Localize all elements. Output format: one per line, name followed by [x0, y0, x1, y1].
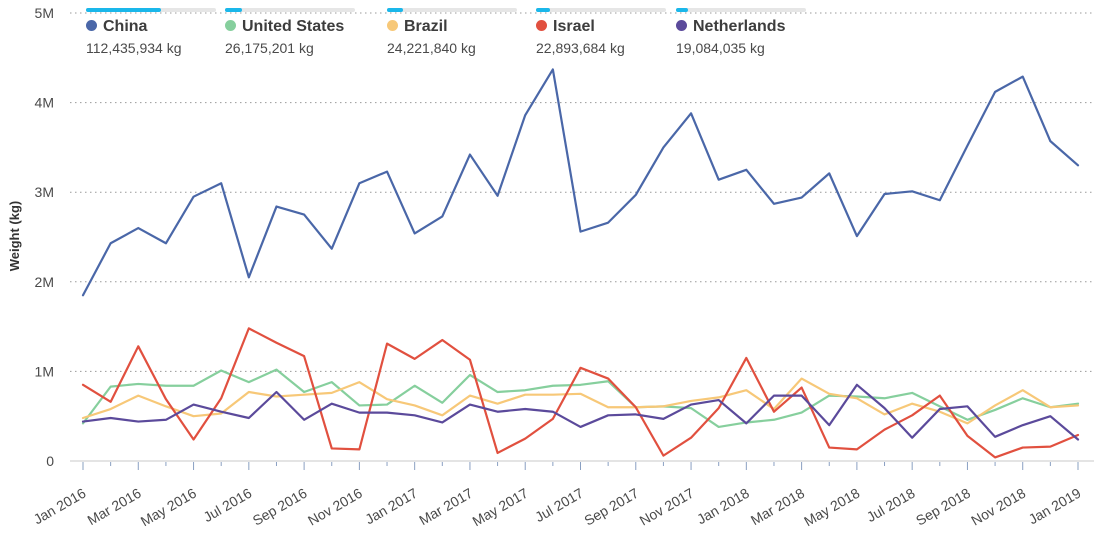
x-tick-label: Sep 2017 — [581, 485, 641, 529]
series-line-netherlands — [81, 383, 1080, 441]
legend-color-dot — [536, 20, 547, 31]
legend-color-dot — [676, 20, 687, 31]
series-line-israel — [81, 327, 1080, 459]
legend-share-bar-fill — [225, 8, 242, 12]
y-tick-label: 3M — [35, 184, 54, 200]
legend-series-label: Brazil — [404, 18, 448, 35]
legend-series-name: Netherlands — [676, 18, 785, 36]
legend-series-total: 112,435,934 kg — [86, 40, 182, 56]
x-tick-label: Sep 2016 — [250, 485, 310, 529]
legend-series-name: China — [86, 18, 147, 36]
legend-series-total: 24,221,840 kg — [387, 40, 476, 56]
x-tick-label: Nov 2017 — [637, 485, 697, 529]
y-tick-label: 5M — [35, 5, 54, 21]
legend-color-dot — [86, 20, 97, 31]
x-tick-label: Mar 2016 — [85, 485, 144, 529]
y-axis-title: Weight (kg) — [7, 201, 22, 272]
y-tick-label: 0 — [46, 453, 54, 469]
legend-share-bar-fill — [536, 8, 551, 12]
x-tick-label: Jan 2016 — [31, 485, 89, 528]
series-lines — [81, 68, 1080, 459]
x-tick-label: Jan 2018 — [694, 485, 752, 528]
legend-share-bar — [536, 8, 666, 12]
legend-series-name: Israel — [536, 18, 595, 36]
legend-share-bar — [676, 8, 806, 12]
x-tick-label: Mar 2018 — [748, 485, 807, 529]
legend-color-dot — [387, 20, 398, 31]
y-tick-label: 1M — [35, 363, 54, 379]
x-tick-label: Jul 2018 — [864, 485, 918, 525]
legend-share-bar — [387, 8, 517, 12]
legend-color-dot — [225, 20, 236, 31]
x-tick-label: May 2018 — [801, 485, 862, 530]
x-tick-label: May 2017 — [469, 485, 530, 530]
y-tick-label: 2M — [35, 274, 54, 290]
legend-series-total: 19,084,035 kg — [676, 40, 765, 56]
legend-series-label: United States — [242, 18, 345, 35]
x-tick-label: Nov 2016 — [305, 485, 365, 529]
legend-series-label: Netherlands — [693, 18, 786, 35]
y-tick-label: 4M — [35, 95, 54, 111]
series-line-china — [81, 68, 1080, 297]
legend-share-bar — [225, 8, 355, 12]
legend-series-label: China — [103, 18, 148, 35]
x-tick-label: Jul 2017 — [532, 485, 586, 525]
legend-series-name: Brazil — [387, 18, 448, 36]
x-tick-label: Jan 2019 — [1026, 485, 1084, 528]
x-tick-label: Jan 2017 — [362, 485, 420, 528]
x-tick-label: Jul 2016 — [200, 485, 254, 525]
legend-series-name: United States — [225, 18, 344, 36]
legend-share-bar-fill — [86, 8, 162, 12]
legend-share-bar-fill — [387, 8, 403, 12]
grid-lines — [70, 12, 1094, 372]
series-line-brazil — [81, 377, 1080, 425]
legend-share-bar — [86, 8, 216, 12]
legend-series-total: 26,175,201 kg — [225, 40, 314, 56]
series-line-united-states — [81, 368, 1080, 429]
x-tick-label: Mar 2017 — [416, 485, 475, 529]
x-tick-label: Nov 2018 — [968, 485, 1028, 529]
legend-share-bar-fill — [676, 8, 688, 12]
legend-series-label: Israel — [553, 18, 595, 35]
x-tick-label: May 2016 — [138, 485, 199, 530]
legend-series-total: 22,893,684 kg — [536, 40, 625, 56]
x-tick-label: Sep 2018 — [913, 485, 973, 529]
y-axis-ticks: 0 1M 2M 3M 4M 5M — [35, 5, 55, 469]
